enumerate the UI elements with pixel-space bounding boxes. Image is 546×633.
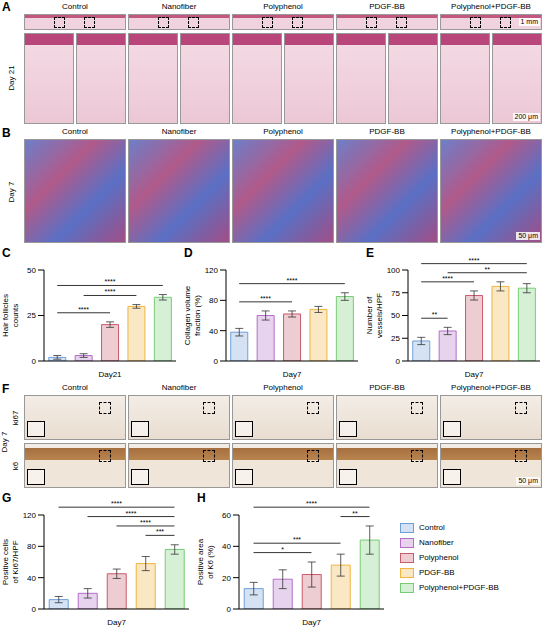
svg-text:Day 21: Day 21 bbox=[7, 65, 16, 91]
svg-text:F: F bbox=[2, 382, 9, 396]
html-text:Control: Control bbox=[62, 383, 88, 392]
svg-text:**: ** bbox=[352, 510, 358, 517]
svg-text:****: **** bbox=[306, 500, 317, 507]
html-text:Polyphenol: Polyphenol bbox=[419, 553, 459, 562]
svg-text:80: 80 bbox=[209, 296, 218, 305]
svg-text:of Ki67/HPF: of Ki67/HPF bbox=[11, 540, 20, 583]
svg-text:k6: k6 bbox=[11, 461, 20, 470]
html-text:PDGF-BB: PDGF-BB bbox=[369, 2, 405, 11]
html-text:1 mm: 1 mm bbox=[520, 18, 538, 25]
svg-text:Day 7: Day 7 bbox=[7, 181, 16, 202]
html-text:Control: Control bbox=[419, 523, 445, 532]
svg-text:Hair follicles: Hair follicles bbox=[1, 294, 10, 337]
html-text:Polyphenol+PDGF-BB: Polyphenol+PDGF-BB bbox=[451, 2, 531, 11]
html-text:Polyphenol+PDGF-BB: Polyphenol+PDGF-BB bbox=[419, 583, 499, 592]
svg-text:0: 0 bbox=[214, 357, 219, 366]
html-text:50 μm: 50 μm bbox=[518, 232, 538, 239]
svg-text:100: 100 bbox=[387, 266, 401, 275]
html-text:Polyphenol: Polyphenol bbox=[263, 2, 303, 11]
svg-text:40: 40 bbox=[222, 542, 231, 551]
html-text:Control: Control bbox=[62, 2, 88, 11]
svg-text:****: **** bbox=[287, 277, 298, 284]
html-text:PDGF-BB: PDGF-BB bbox=[369, 127, 405, 136]
svg-text:***: *** bbox=[156, 528, 164, 535]
html-text:Control: Control bbox=[62, 127, 88, 136]
svg-text:ki67: ki67 bbox=[11, 410, 20, 425]
svg-text:counts: counts bbox=[11, 304, 20, 328]
svg-text:****: **** bbox=[78, 306, 89, 313]
svg-text:****: **** bbox=[442, 275, 453, 282]
svg-text:*: * bbox=[281, 546, 284, 553]
svg-text:vessels/HPF: vessels/HPF bbox=[375, 293, 384, 338]
svg-text:C: C bbox=[2, 246, 11, 260]
svg-text:G: G bbox=[2, 491, 11, 505]
svg-text:****: **** bbox=[260, 295, 271, 302]
svg-text:B: B bbox=[2, 126, 11, 140]
svg-text:Day 7: Day 7 bbox=[0, 431, 9, 452]
html-text:Nanofiber: Nanofiber bbox=[161, 127, 197, 136]
svg-text:Collagen volume: Collagen volume bbox=[183, 285, 192, 345]
svg-text:25: 25 bbox=[27, 311, 36, 320]
svg-text:50: 50 bbox=[391, 311, 400, 320]
html-text:Nanofiber: Nanofiber bbox=[419, 538, 454, 547]
svg-text:**: ** bbox=[484, 266, 490, 273]
html-text:PDGF-BB: PDGF-BB bbox=[369, 383, 405, 392]
svg-text:Day7: Day7 bbox=[302, 618, 321, 627]
svg-text:Day7: Day7 bbox=[107, 618, 126, 627]
svg-text:80: 80 bbox=[27, 542, 36, 551]
svg-text:0: 0 bbox=[32, 357, 37, 366]
svg-text:Day7: Day7 bbox=[465, 370, 484, 379]
svg-text:of K6 (%): of K6 (%) bbox=[206, 545, 215, 579]
svg-text:Day7: Day7 bbox=[283, 370, 302, 379]
svg-text:40: 40 bbox=[209, 327, 218, 336]
svg-text:75: 75 bbox=[391, 289, 400, 298]
svg-text:***: *** bbox=[293, 536, 301, 543]
svg-text:****: **** bbox=[469, 257, 480, 264]
svg-text:Positive area: Positive area bbox=[196, 538, 205, 585]
svg-text:Day21: Day21 bbox=[98, 370, 122, 379]
html-text:200 μm: 200 μm bbox=[514, 113, 538, 120]
html-text:50 μm: 50 μm bbox=[518, 477, 538, 484]
svg-text:****: **** bbox=[111, 500, 122, 507]
svg-text:20: 20 bbox=[222, 574, 231, 583]
svg-text:120: 120 bbox=[205, 266, 219, 275]
svg-text:****: **** bbox=[105, 278, 116, 285]
svg-text:120: 120 bbox=[23, 511, 37, 520]
svg-text:A: A bbox=[2, 0, 11, 14]
svg-text:E: E bbox=[366, 246, 374, 260]
html-text:PDGF-BB: PDGF-BB bbox=[419, 568, 455, 577]
svg-text:0: 0 bbox=[396, 357, 401, 366]
svg-text:D: D bbox=[184, 246, 193, 260]
html-text:Polyphenol: Polyphenol bbox=[263, 383, 303, 392]
svg-text:**: ** bbox=[432, 311, 438, 318]
html-text:Polyphenol: Polyphenol bbox=[263, 127, 303, 136]
svg-text:0: 0 bbox=[227, 605, 232, 614]
html-text:Polyphenol+PDGF-BB: Polyphenol+PDGF-BB bbox=[451, 127, 531, 136]
html-text:Nanofiber: Nanofiber bbox=[161, 383, 197, 392]
svg-text:50: 50 bbox=[27, 266, 36, 275]
svg-text:****: **** bbox=[140, 519, 151, 526]
svg-text:Positive cells: Positive cells bbox=[1, 539, 10, 585]
svg-text:****: **** bbox=[105, 288, 116, 295]
svg-text:fraction (%): fraction (%) bbox=[193, 295, 202, 336]
svg-text:60: 60 bbox=[222, 511, 231, 520]
svg-text:0: 0 bbox=[32, 605, 37, 614]
svg-text:****: **** bbox=[126, 510, 137, 517]
svg-text:40: 40 bbox=[27, 574, 36, 583]
html-text:Nanofiber: Nanofiber bbox=[161, 2, 197, 11]
svg-text:H: H bbox=[197, 491, 206, 505]
svg-text:Number of: Number of bbox=[365, 296, 374, 334]
html-text:Polyphenol+PDGF-BB: Polyphenol+PDGF-BB bbox=[451, 383, 531, 392]
svg-text:25: 25 bbox=[391, 334, 400, 343]
